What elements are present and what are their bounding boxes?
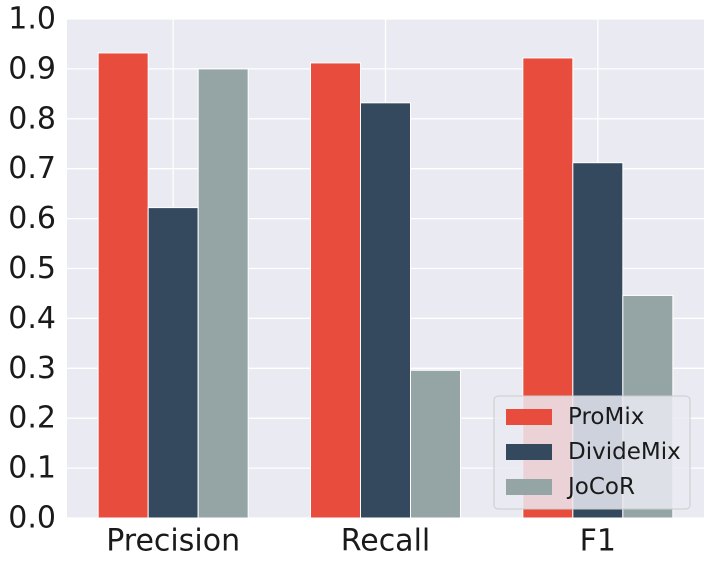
bar-dividemix-recall <box>360 102 411 519</box>
legend-label-dividemix: DivideMix <box>568 439 681 465</box>
x-tick-label: F1 <box>580 524 616 559</box>
y-tick-label: 0.0 <box>8 501 56 536</box>
bar-promix-recall <box>310 62 361 519</box>
bar-jocor-precision <box>197 68 249 519</box>
legend-swatch-jocor <box>506 479 552 495</box>
y-tick-label: 0.8 <box>8 101 56 136</box>
x-tick-label: Precision <box>106 524 240 559</box>
y-tick-label: 0.5 <box>8 251 56 286</box>
bar-jocor-recall <box>410 369 461 519</box>
legend-label-promix: ProMix <box>568 404 644 430</box>
y-tick-label: 0.1 <box>8 451 56 486</box>
legend: ProMix DivideMix JoCoR <box>493 395 691 510</box>
y-tick-label: 0.3 <box>8 351 56 386</box>
bar-promix-precision <box>97 52 149 519</box>
y-axis-ticks: 0.0 0.1 0.2 0.3 0.4 0.5 0.6 0.7 0.8 0.9 1.0 <box>8 2 56 536</box>
y-tick-label: 0.7 <box>8 151 56 186</box>
y-tick-label: 0.2 <box>8 401 56 436</box>
y-tick-label: 0.9 <box>8 51 56 86</box>
legend-swatch-dividemix <box>506 444 552 460</box>
x-axis-ticks: Precision Recall F1 <box>106 524 616 559</box>
legend-label-jocor: JoCoR <box>566 474 635 500</box>
legend-swatch-promix <box>506 409 552 425</box>
y-tick-label: 0.4 <box>8 301 56 336</box>
bar-dividemix-precision <box>147 207 199 519</box>
bars <box>97 52 674 519</box>
y-tick-label: 0.6 <box>8 201 56 236</box>
x-tick-label: Recall <box>341 524 431 559</box>
y-tick-label: 1.0 <box>8 2 56 37</box>
